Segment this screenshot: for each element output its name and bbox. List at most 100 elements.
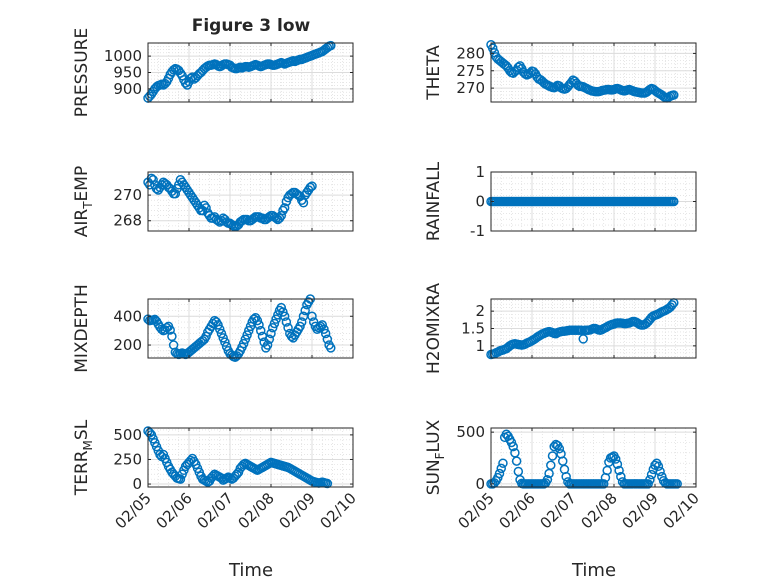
ylabel: RAINFALL <box>424 161 444 241</box>
data-point <box>278 307 288 317</box>
data-point <box>274 213 285 223</box>
data-point <box>612 459 623 469</box>
data-point <box>264 334 275 345</box>
ticks <box>147 172 354 231</box>
minor-grid <box>491 428 696 487</box>
ytick-label: 1 <box>475 337 485 355</box>
ylabel-rest: EMP <box>72 166 92 202</box>
data-point <box>269 318 280 329</box>
data-point <box>326 40 336 51</box>
ytick-label: 500 <box>456 423 485 441</box>
data-point <box>322 334 333 345</box>
data-point <box>655 466 665 477</box>
subplot-sun_flux: 0 500 SUNFLUX 02/0502/0602/0702/0802/0902/1… <box>424 419 703 532</box>
data-point <box>278 205 288 216</box>
ylabel-main: PRESSURE <box>72 28 92 117</box>
data-point <box>279 203 290 213</box>
data-point <box>244 325 254 336</box>
data-point <box>326 343 336 353</box>
ticks <box>147 299 354 358</box>
ticks <box>490 428 697 487</box>
ytick-label: 0 <box>132 475 142 493</box>
data-point <box>610 454 621 464</box>
xtick-label: 02/09 <box>276 489 319 532</box>
ytick-label: 270 <box>113 186 142 204</box>
data-point <box>322 478 333 489</box>
data-point <box>554 443 565 454</box>
data-point <box>494 468 505 479</box>
ytick-label: 900 <box>113 80 142 98</box>
ticks <box>490 299 697 358</box>
axes-box <box>490 42 697 103</box>
data-point <box>653 461 664 472</box>
ytick-label: 0 <box>475 475 485 493</box>
ytick-label: 1 <box>475 163 485 181</box>
ticks <box>147 428 354 487</box>
major-grid <box>148 43 353 102</box>
series-rainfall <box>486 196 679 207</box>
data-point <box>175 474 186 484</box>
ticks <box>490 171 697 232</box>
ylabel-main: SUN <box>424 459 444 495</box>
ytick-label: -1 <box>470 222 485 240</box>
subplot-rainfall: -1 0 1 RAINFALL <box>424 161 697 241</box>
data-point <box>646 469 657 480</box>
data-point <box>252 315 263 326</box>
ytick-label: 950 <box>113 64 142 82</box>
xtick-label: 02/07 <box>537 489 580 532</box>
data-point <box>213 320 223 330</box>
ytick-label: 268 <box>113 212 142 230</box>
ytick-label: 500 <box>113 426 142 444</box>
series-h2omixra <box>486 298 679 360</box>
data-point <box>215 324 225 334</box>
ylabel-main: THETA <box>424 45 444 101</box>
xtick-label: 02/09 <box>619 489 662 532</box>
ytick-label: 1000 <box>104 47 142 65</box>
xtick-label: 02/10 <box>660 489 703 532</box>
series-air_temp <box>143 173 317 231</box>
data-point <box>254 320 264 330</box>
data-point <box>238 338 249 349</box>
data-point <box>669 90 679 100</box>
series-pressure <box>143 40 336 103</box>
xtick-label: 02/05 <box>112 489 155 532</box>
data-point <box>496 463 506 474</box>
data-point <box>167 331 177 342</box>
ytick-label: 270 <box>456 79 485 97</box>
ytick-label: 250 <box>113 450 142 468</box>
ylabel-rest: LUX <box>424 419 444 452</box>
xlabel-right: Time <box>571 560 616 581</box>
data-point <box>300 305 310 316</box>
data-point <box>170 189 181 199</box>
data-point <box>542 475 553 485</box>
ylabel-rest: SL <box>72 419 92 440</box>
data-point <box>487 43 498 53</box>
data-point <box>279 311 290 322</box>
ylabel: THETA <box>424 45 444 101</box>
data-point <box>498 458 508 468</box>
ylabel: MIXDEPTH <box>72 284 92 373</box>
data-point <box>242 330 252 340</box>
data-point <box>317 320 327 330</box>
ylabel: PRESSURE <box>72 28 92 117</box>
data-point <box>307 181 317 191</box>
data-point <box>271 213 281 223</box>
ylabel: H2OMIXRA <box>424 283 444 374</box>
data-point <box>240 334 251 345</box>
ytick-label: 0 <box>475 193 485 211</box>
data-point <box>295 321 305 332</box>
axes-box <box>147 298 354 359</box>
xtick-label: 02/05 <box>455 489 498 532</box>
data-point <box>201 203 211 213</box>
data-point <box>271 314 281 324</box>
data-point <box>165 325 175 335</box>
data-point <box>599 479 609 489</box>
xtick-label: 02/06 <box>153 489 196 532</box>
ytick-label: 2 <box>475 302 485 320</box>
xtick-label: 02/08 <box>578 489 621 532</box>
ylabel: AIRTEMP <box>72 166 95 237</box>
